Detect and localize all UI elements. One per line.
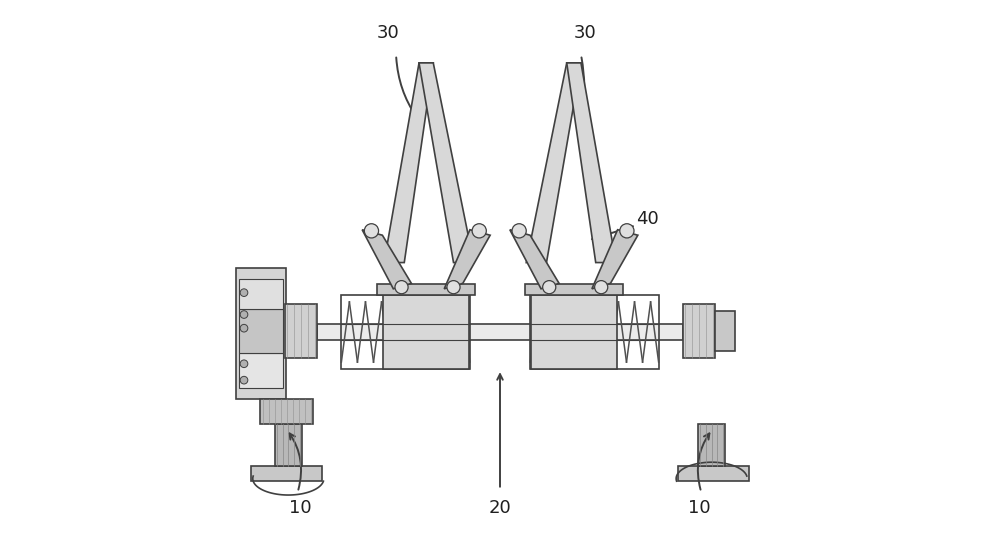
- Polygon shape: [510, 230, 559, 289]
- Text: 20: 20: [489, 499, 511, 516]
- Circle shape: [240, 360, 248, 368]
- Circle shape: [240, 289, 248, 296]
- Polygon shape: [285, 304, 317, 358]
- Polygon shape: [525, 284, 623, 295]
- Polygon shape: [526, 63, 581, 263]
- Circle shape: [364, 224, 379, 238]
- Polygon shape: [715, 311, 735, 351]
- Polygon shape: [239, 309, 283, 353]
- Circle shape: [240, 324, 248, 332]
- Polygon shape: [236, 268, 286, 399]
- Polygon shape: [377, 284, 475, 295]
- Polygon shape: [531, 295, 617, 369]
- Polygon shape: [362, 230, 411, 289]
- Polygon shape: [698, 424, 725, 466]
- Text: 10: 10: [289, 499, 312, 516]
- Polygon shape: [286, 324, 317, 340]
- Polygon shape: [251, 466, 322, 481]
- Circle shape: [447, 281, 460, 294]
- Polygon shape: [275, 424, 302, 466]
- Polygon shape: [384, 63, 433, 263]
- Circle shape: [512, 224, 526, 238]
- Circle shape: [240, 311, 248, 318]
- Circle shape: [543, 281, 556, 294]
- Polygon shape: [260, 399, 313, 424]
- Polygon shape: [317, 324, 683, 340]
- Circle shape: [595, 281, 608, 294]
- Circle shape: [240, 376, 248, 384]
- Polygon shape: [683, 304, 715, 358]
- Polygon shape: [239, 279, 283, 309]
- Polygon shape: [444, 230, 490, 289]
- Text: 10: 10: [688, 499, 711, 516]
- Text: 40: 40: [636, 210, 659, 228]
- Polygon shape: [592, 230, 638, 289]
- Circle shape: [472, 224, 486, 238]
- Polygon shape: [239, 353, 283, 388]
- Circle shape: [395, 281, 408, 294]
- Polygon shape: [678, 466, 749, 481]
- Polygon shape: [419, 63, 474, 263]
- Polygon shape: [383, 295, 469, 369]
- Text: 30: 30: [573, 24, 596, 42]
- Text: 30: 30: [376, 24, 399, 42]
- Polygon shape: [567, 63, 616, 263]
- Circle shape: [620, 224, 634, 238]
